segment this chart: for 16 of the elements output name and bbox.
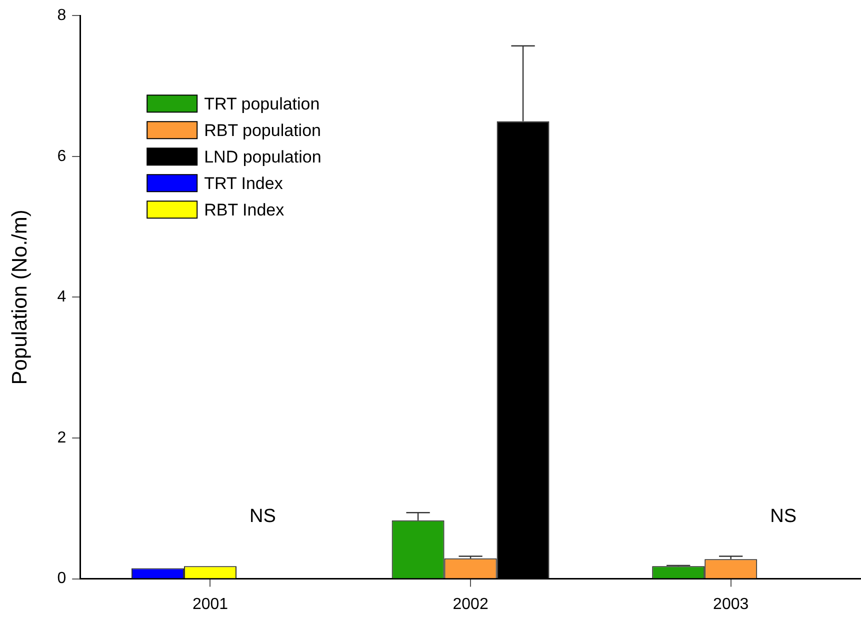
y-axis-title: Population (No./m) [8,210,32,385]
y-tick-label: 4 [57,288,66,306]
y-tick-label: 2 [57,429,66,446]
legend-label: LND population [204,147,322,166]
annotation: NS [770,506,797,528]
x-tick-label: 2002 [452,596,488,613]
x-tick-label: 2001 [192,596,228,613]
legend-label: RBT population [204,120,321,140]
legend-label: RBT Index [204,200,285,220]
annotation: NS [250,506,276,528]
y-tick-label: 6 [57,148,66,165]
y-tick-label: 0 [57,570,66,588]
legend-label: TRT Index [204,174,284,193]
legend-label: TRT population [204,94,320,114]
y-tick-label: 8 [57,7,66,24]
x-tick-label: 2003 [713,596,749,613]
